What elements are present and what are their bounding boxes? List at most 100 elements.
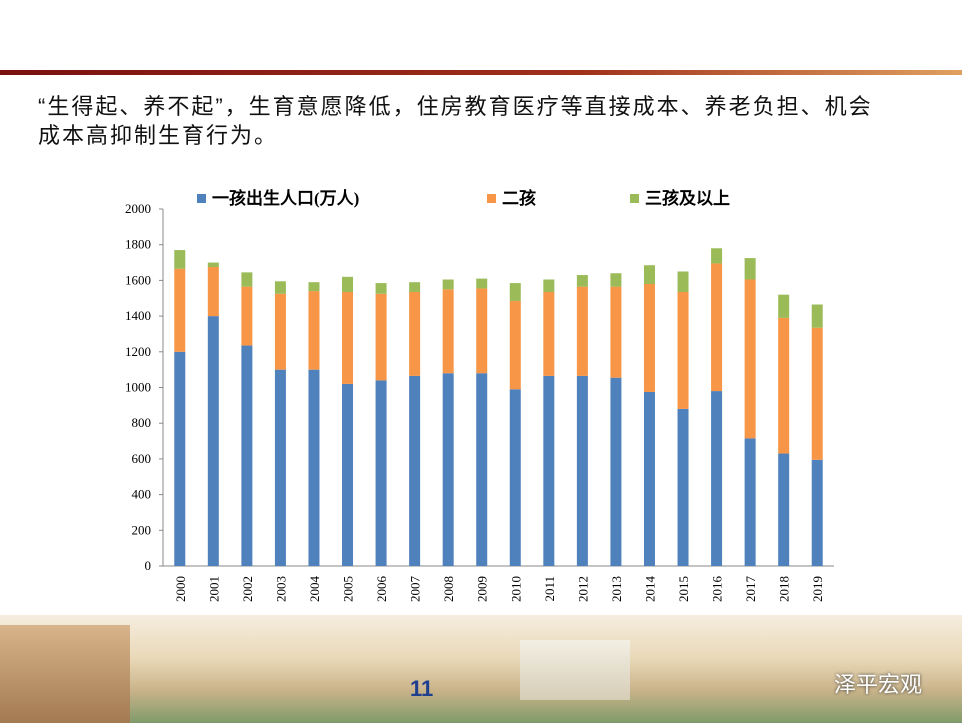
page-number: 11: [410, 676, 434, 701]
y-tick-label: 0: [145, 558, 152, 573]
y-tick-label: 1000: [125, 380, 151, 395]
bar-segment: [677, 408, 689, 566]
x-tick-label: 2009: [475, 576, 490, 602]
bar-segment: [308, 282, 320, 292]
x-tick-label: 2002: [240, 576, 255, 602]
bar-segment: [308, 369, 320, 566]
y-tick-label: 2000: [125, 201, 151, 216]
bar-segment: [677, 271, 689, 293]
x-tick-label: 2007: [408, 576, 423, 603]
bar-segment: [643, 265, 655, 284]
header-rule: [0, 70, 962, 75]
bar-segment: [610, 286, 622, 378]
y-tick-label: 1600: [125, 272, 151, 287]
bar-segment: [375, 293, 387, 381]
legend-swatch: [630, 194, 639, 203]
x-tick-label: 2004: [307, 576, 322, 603]
bar-segment: [509, 389, 521, 566]
bar-segment: [576, 286, 588, 376]
bar-segment: [744, 258, 756, 280]
legend-swatch: [487, 194, 496, 203]
bar-segment: [811, 327, 823, 460]
x-tick-label: 2015: [676, 576, 691, 602]
bar-segment: [509, 300, 521, 390]
bar-segment: [811, 459, 823, 566]
bar-segment: [442, 289, 454, 374]
y-tick-label: 1800: [125, 237, 151, 252]
x-tick-label: 2003: [273, 576, 288, 602]
bar-segment: [308, 291, 320, 370]
y-tick-label: 1200: [125, 344, 151, 359]
y-tick-label: 1400: [125, 308, 151, 323]
legend-label: 一孩出生人口(万人): [212, 188, 359, 208]
bar-segment: [677, 292, 689, 409]
building-left: [0, 625, 130, 723]
x-tick-label: 2016: [710, 576, 725, 603]
bar-segment: [610, 377, 622, 566]
x-tick-label: 2008: [441, 576, 456, 602]
building-right: [520, 640, 630, 700]
bar-segment: [274, 369, 286, 566]
x-tick-label: 2012: [575, 576, 590, 602]
bar-segment: [207, 316, 219, 566]
x-tick-label: 2005: [341, 576, 356, 602]
x-tick-label: 2018: [777, 576, 792, 602]
bar-segment: [274, 293, 286, 370]
bar-segment: [174, 250, 186, 269]
x-tick-label: 2011: [542, 576, 557, 602]
bar-segment: [442, 279, 454, 290]
bar-segment: [342, 276, 354, 293]
x-tick-label: 2001: [206, 576, 221, 602]
bar-segment: [509, 283, 521, 301]
x-tick-label: 2013: [609, 576, 624, 602]
chart: 0 200 400 600 800 1000 1200 1400 1600 1800 2000 200…: [125, 188, 834, 603]
legend-label: 二孩: [502, 188, 536, 208]
bar-segment: [442, 373, 454, 566]
bar-segment: [744, 279, 756, 439]
x-tick-label: 2014: [642, 576, 657, 603]
bar-segment: [543, 375, 555, 566]
legend-label: 三孩及以上: [645, 188, 730, 208]
x-tick-label: 2019: [810, 576, 825, 602]
watermark: 泽平宏观: [834, 672, 923, 697]
bar-segment: [711, 391, 723, 566]
bar-segment: [778, 453, 790, 566]
headline: “生得起、养不起”，生育意愿降低，住房教育医疗等直接成本、养老负担、机会成本高抑…: [38, 94, 873, 148]
legend-swatch: [197, 194, 206, 203]
bar-segment: [241, 272, 253, 287]
x-tick-label: 2006: [374, 576, 389, 603]
bar-segment: [543, 279, 555, 293]
x-tick-label: 2010: [508, 576, 523, 602]
bar-segment: [476, 278, 488, 289]
y-tick-label: 400: [132, 487, 152, 502]
x-tick-label: 2017: [743, 576, 758, 603]
bar-segment: [207, 262, 219, 268]
bar-segment: [576, 275, 588, 287]
bar-segment: [375, 283, 387, 294]
bar-segment: [207, 267, 219, 317]
bar-segment: [778, 317, 790, 454]
bar-segment: [409, 282, 421, 293]
bar-segment: [610, 273, 622, 287]
bar-segment: [241, 345, 253, 566]
bar-segment: [543, 292, 555, 376]
bar-segment: [409, 292, 421, 376]
y-tick-label: 600: [132, 451, 152, 466]
bar-segment: [811, 304, 823, 328]
bar-segment: [476, 288, 488, 374]
bar-segment: [375, 380, 387, 566]
y-tick-label: 200: [132, 522, 152, 537]
bar-segment: [274, 281, 286, 294]
bar-segment: [778, 294, 790, 318]
y-tick-label: 800: [132, 415, 152, 430]
bar-segment: [711, 248, 723, 264]
bar-segment: [342, 292, 354, 384]
bar-segment: [476, 373, 488, 566]
bar-segment: [744, 438, 756, 566]
footer-scenery: [0, 615, 962, 723]
bar-segment: [409, 375, 421, 566]
bar-segment: [711, 263, 723, 392]
bar-segment: [342, 383, 354, 566]
bar-segment: [174, 351, 186, 566]
